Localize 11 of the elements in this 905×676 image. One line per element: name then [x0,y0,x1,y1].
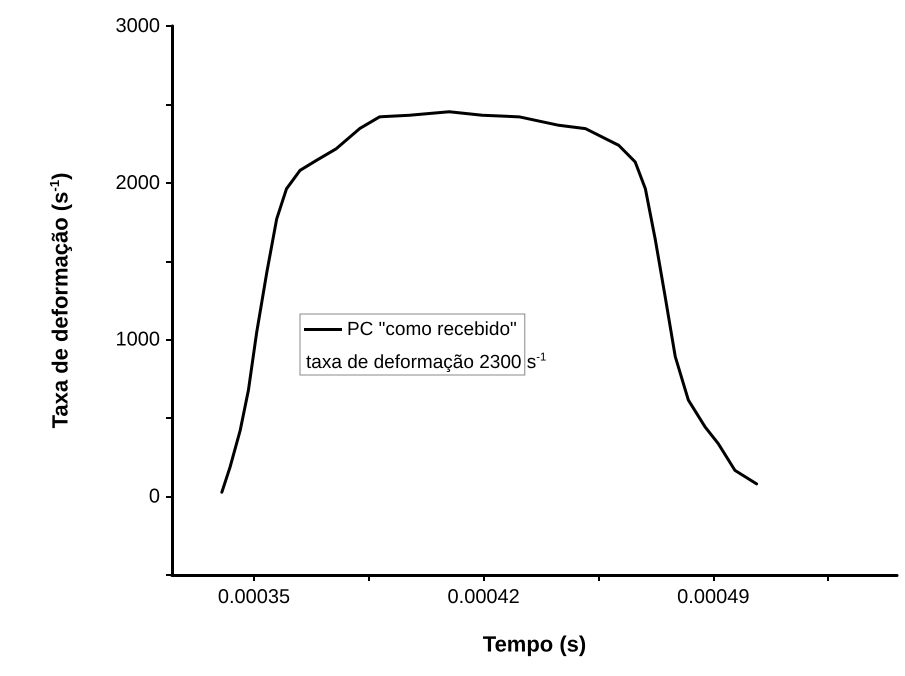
y-tick-label: 2000 [116,172,160,194]
y-tick-label: 3000 [116,15,160,37]
y-tick-label: 0 [148,486,160,508]
line-series [220,110,758,494]
x-axis-title: Tempo (s) [482,632,586,656]
x-tick-label: 0.00042 [448,586,520,608]
legend-label: PC "como recebido" [347,319,517,340]
y-tick-label: 1000 [116,328,160,351]
x-tick-label: 0.00049 [677,586,750,608]
y-axis-title: Taxa de deformação (s-1) [47,172,72,428]
x-tick-label: 0.00035 [218,586,290,608]
